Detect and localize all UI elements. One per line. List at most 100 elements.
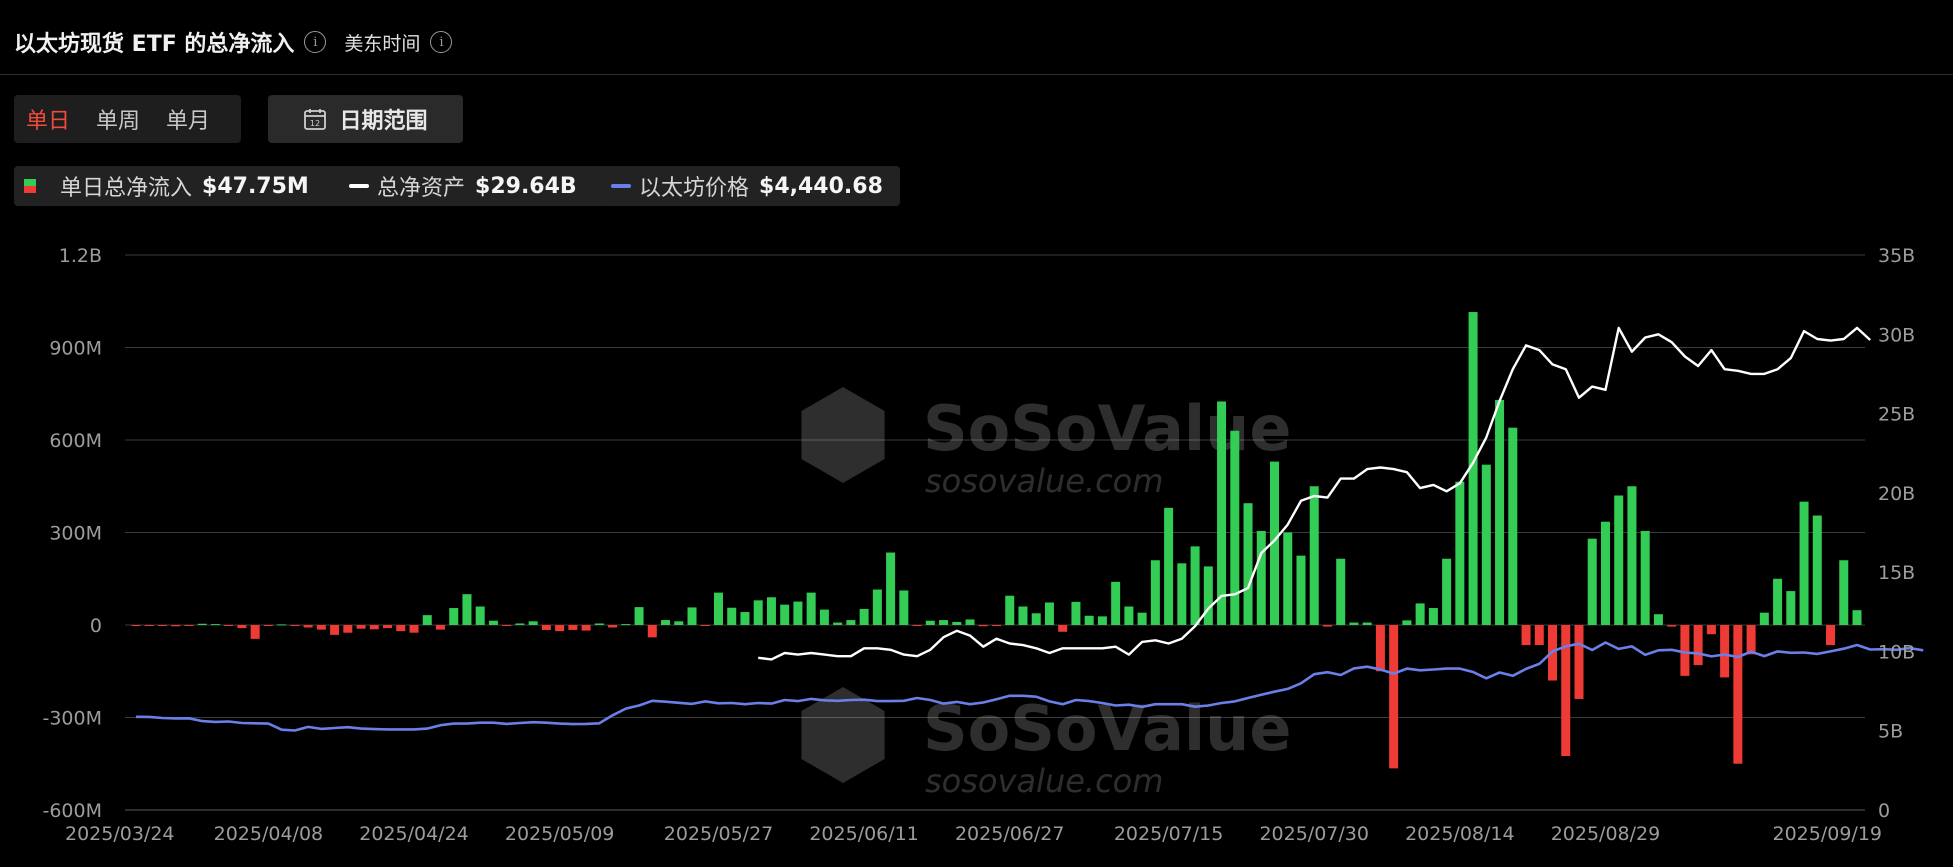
flow-bar[interactable] (184, 625, 194, 626)
flow-bar[interactable] (1812, 515, 1822, 625)
flow-bar[interactable] (1309, 486, 1319, 625)
flow-bar[interactable] (356, 625, 366, 629)
flow-bar[interactable] (806, 592, 816, 625)
flow-bar[interactable] (713, 592, 723, 625)
flow-bar[interactable] (1296, 555, 1306, 625)
flow-bar[interactable] (621, 624, 631, 626)
flow-bar[interactable] (1839, 560, 1849, 625)
flow-bar[interactable] (396, 625, 406, 632)
flow-bar[interactable] (1058, 625, 1068, 632)
flow-chart[interactable]: SoSoValuesosovalue.comSoSoValuesosovalue… (0, 215, 1953, 867)
flow-bar[interactable] (766, 597, 776, 625)
flow-bar[interactable] (250, 625, 260, 639)
flow-bar[interactable] (1349, 622, 1359, 625)
flow-bar[interactable] (237, 625, 247, 629)
flow-bar[interactable] (727, 607, 737, 625)
flow-bar[interactable] (475, 606, 485, 626)
flow-bar[interactable] (263, 625, 273, 626)
flow-bar[interactable] (1733, 625, 1743, 764)
flow-bar[interactable] (674, 621, 684, 625)
flow-bar[interactable] (1005, 595, 1015, 625)
flow-bar[interactable] (1111, 581, 1121, 625)
flow-bar[interactable] (634, 607, 644, 625)
timezone-info-icon[interactable]: i (430, 31, 453, 53)
flow-bar[interactable] (872, 589, 882, 625)
flow-bar[interactable] (1031, 613, 1041, 625)
flow-bar[interactable] (912, 625, 922, 626)
flow-bar[interactable] (1428, 608, 1438, 625)
flow-bar[interactable] (197, 623, 207, 625)
flow-bar[interactable] (488, 620, 498, 625)
flow-bar[interactable] (277, 624, 287, 626)
flow-bar[interactable] (899, 590, 909, 625)
flow-bar[interactable] (1667, 625, 1677, 627)
flow-bar[interactable] (1773, 578, 1783, 625)
flow-bar[interactable] (1150, 560, 1160, 625)
flow-bar[interactable] (1508, 427, 1518, 625)
flow-bar[interactable] (343, 625, 353, 633)
flow-bar[interactable] (1534, 625, 1544, 646)
flow-bar[interactable] (1217, 401, 1227, 625)
legend-flow[interactable]: 单日总净流入 $47.75M (14, 166, 346, 206)
tab-monthly[interactable]: 单月 (166, 109, 211, 134)
flow-bar[interactable] (991, 625, 1002, 626)
flow-bar[interactable] (1680, 625, 1690, 676)
flow-bar[interactable] (965, 619, 975, 625)
flow-bar[interactable] (449, 608, 459, 625)
flow-bar[interactable] (1389, 625, 1399, 769)
flow-bar[interactable] (661, 620, 671, 625)
flow-bar[interactable] (925, 620, 935, 625)
tab-daily[interactable]: 单日 (26, 109, 71, 134)
flow-bar[interactable] (555, 625, 565, 632)
flow-bar[interactable] (1203, 566, 1213, 625)
flow-bar[interactable] (144, 625, 154, 626)
price-line[interactable] (135, 641, 1924, 732)
flow-bar[interactable] (793, 601, 803, 625)
flow-bar[interactable] (1495, 399, 1505, 625)
flow-bar[interactable] (1455, 481, 1465, 625)
flow-bar[interactable] (171, 625, 181, 627)
flow-bar[interactable] (700, 625, 710, 626)
date-range-button[interactable]: 12 日期范围 (268, 95, 463, 143)
flow-bar[interactable] (1097, 616, 1107, 625)
flow-bar[interactable] (131, 625, 141, 626)
flow-bar[interactable] (594, 623, 604, 625)
flow-bar[interactable] (1587, 538, 1597, 625)
flow-bar[interactable] (502, 625, 512, 626)
flow-bar[interactable] (1283, 532, 1293, 626)
flow-bar[interactable] (1362, 622, 1372, 625)
flow-bar[interactable] (1693, 625, 1703, 666)
flow-bar[interactable] (316, 625, 326, 630)
flow-bar[interactable] (330, 625, 340, 635)
flow-bar[interactable] (1415, 603, 1425, 625)
flow-bar[interactable] (409, 625, 419, 633)
flow-bar[interactable] (1137, 612, 1147, 625)
flow-bar[interactable] (1442, 558, 1452, 625)
flow-bar[interactable] (740, 612, 750, 625)
flow-bar[interactable] (1852, 610, 1862, 625)
flow-bar[interactable] (1720, 625, 1730, 678)
flow-bar[interactable] (290, 625, 300, 626)
flow-bar[interactable] (819, 609, 829, 625)
flow-bar[interactable] (687, 607, 697, 625)
flow-bar[interactable] (1614, 495, 1624, 626)
flow-bar[interactable] (541, 625, 551, 630)
flow-bar[interactable] (939, 620, 949, 625)
flow-bar[interactable] (952, 621, 962, 625)
flow-bar[interactable] (224, 625, 234, 626)
flow-bar[interactable] (528, 621, 538, 625)
flow-bar[interactable] (1164, 507, 1174, 625)
flow-bar[interactable] (515, 623, 525, 625)
flow-bar[interactable] (608, 625, 618, 628)
flow-bar[interactable] (1336, 558, 1346, 625)
flow-bar[interactable] (1190, 546, 1200, 625)
flow-bar[interactable] (1270, 461, 1280, 625)
flow-bar[interactable] (1375, 625, 1385, 672)
flow-bar[interactable] (1230, 430, 1240, 625)
flow-bar[interactable] (780, 604, 790, 625)
flow-bar[interactable] (647, 625, 657, 638)
flow-bar[interactable] (422, 615, 432, 625)
flow-bar[interactable] (1746, 625, 1756, 655)
flow-bar[interactable] (303, 625, 313, 628)
flow-bar[interactable] (859, 608, 869, 625)
